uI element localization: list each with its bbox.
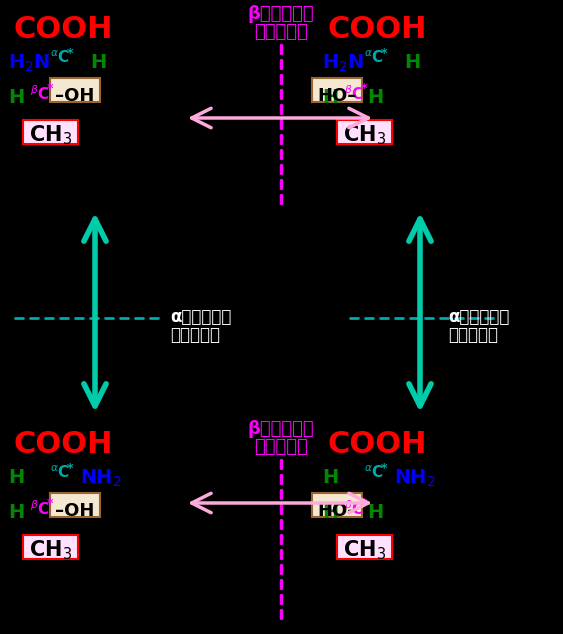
Text: $^\beta$C: $^\beta$C bbox=[344, 499, 364, 518]
FancyBboxPatch shape bbox=[50, 78, 100, 102]
Text: *: * bbox=[67, 462, 74, 475]
Text: β炭素周りの: β炭素周りの bbox=[248, 5, 314, 23]
Text: $^\alpha$C: $^\alpha$C bbox=[364, 464, 384, 481]
Text: *: * bbox=[361, 82, 368, 95]
Text: CH$_3$: CH$_3$ bbox=[343, 123, 386, 146]
Text: –OH: –OH bbox=[55, 87, 95, 105]
FancyBboxPatch shape bbox=[23, 120, 78, 144]
Text: H: H bbox=[8, 503, 24, 522]
Text: H: H bbox=[322, 503, 338, 522]
Text: COOH: COOH bbox=[14, 15, 113, 44]
Text: 立体異性体: 立体異性体 bbox=[170, 326, 220, 344]
Text: H: H bbox=[90, 53, 106, 72]
Text: $^\alpha$C: $^\alpha$C bbox=[364, 49, 384, 65]
FancyBboxPatch shape bbox=[337, 120, 392, 144]
Text: *: * bbox=[361, 497, 368, 510]
Text: H: H bbox=[367, 503, 383, 522]
Text: H$_2$N: H$_2$N bbox=[322, 53, 364, 74]
Text: $^\beta$C: $^\beta$C bbox=[344, 84, 364, 103]
Text: *: * bbox=[67, 47, 74, 60]
Text: H: H bbox=[322, 468, 338, 487]
Text: CH$_3$: CH$_3$ bbox=[343, 538, 386, 562]
Text: 立体異性体: 立体異性体 bbox=[448, 326, 498, 344]
Text: HO–: HO– bbox=[318, 502, 357, 520]
Text: *: * bbox=[47, 497, 53, 510]
Text: CH$_3$: CH$_3$ bbox=[29, 123, 72, 146]
FancyBboxPatch shape bbox=[337, 535, 392, 559]
Text: α炭素周りの: α炭素周りの bbox=[448, 308, 510, 326]
Text: H: H bbox=[322, 88, 338, 107]
Text: NH$_2$: NH$_2$ bbox=[80, 468, 122, 489]
Text: 立体異性体: 立体異性体 bbox=[254, 23, 308, 41]
Text: $^\alpha$C: $^\alpha$C bbox=[50, 464, 70, 481]
Text: CH$_3$: CH$_3$ bbox=[29, 538, 72, 562]
Text: *: * bbox=[381, 47, 387, 60]
Text: –OH: –OH bbox=[55, 502, 95, 520]
Text: HO–: HO– bbox=[318, 87, 357, 105]
Text: H$_2$N: H$_2$N bbox=[8, 53, 50, 74]
Text: $^\beta$C: $^\beta$C bbox=[30, 84, 50, 103]
FancyBboxPatch shape bbox=[312, 493, 362, 517]
Text: COOH: COOH bbox=[14, 430, 113, 459]
Text: COOH: COOH bbox=[327, 430, 427, 459]
Text: NH$_2$: NH$_2$ bbox=[394, 468, 436, 489]
Text: H: H bbox=[8, 468, 24, 487]
FancyBboxPatch shape bbox=[23, 535, 78, 559]
Text: $^\alpha$C: $^\alpha$C bbox=[50, 49, 70, 65]
Text: H: H bbox=[8, 88, 24, 107]
FancyBboxPatch shape bbox=[50, 493, 100, 517]
Text: H: H bbox=[404, 53, 420, 72]
Text: $^\beta$C: $^\beta$C bbox=[30, 499, 50, 518]
Text: β炭素周りの: β炭素周りの bbox=[248, 420, 314, 438]
Text: *: * bbox=[47, 82, 53, 95]
Text: COOH: COOH bbox=[327, 15, 427, 44]
Text: *: * bbox=[381, 462, 387, 475]
Text: H: H bbox=[367, 88, 383, 107]
Text: 立体異性体: 立体異性体 bbox=[254, 438, 308, 456]
Text: α炭素周りの: α炭素周りの bbox=[170, 308, 231, 326]
FancyBboxPatch shape bbox=[312, 78, 362, 102]
